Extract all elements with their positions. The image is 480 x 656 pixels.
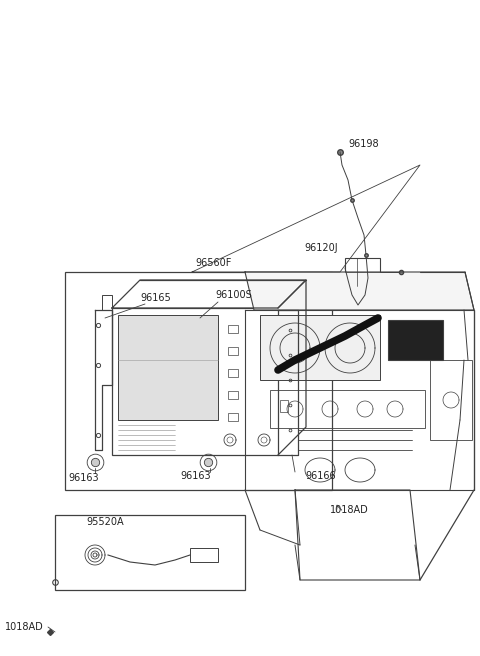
Text: 96163: 96163 <box>68 473 98 483</box>
Text: 96100S: 96100S <box>215 290 252 300</box>
Text: 95520A: 95520A <box>86 517 124 527</box>
Text: 96166: 96166 <box>305 471 336 481</box>
Bar <box>65 272 332 490</box>
Bar <box>102 295 112 310</box>
Bar <box>190 548 218 562</box>
Bar <box>228 413 238 421</box>
Bar <box>228 325 238 333</box>
Bar <box>228 391 238 399</box>
Bar <box>270 390 425 428</box>
Bar <box>228 347 238 355</box>
Bar <box>260 315 380 380</box>
Polygon shape <box>245 272 474 310</box>
Text: 1018AD: 1018AD <box>5 622 44 632</box>
Bar <box>430 360 472 440</box>
Text: 1018AD: 1018AD <box>330 505 369 515</box>
Text: 96163: 96163 <box>180 471 211 481</box>
Text: 96120J: 96120J <box>304 243 337 253</box>
Bar <box>345 258 380 286</box>
Bar <box>280 330 288 342</box>
Text: 96165: 96165 <box>140 293 171 303</box>
Bar <box>118 315 218 420</box>
Bar <box>55 515 245 590</box>
Text: 96560F: 96560F <box>195 258 231 268</box>
Bar <box>280 400 288 412</box>
Bar <box>228 369 238 377</box>
Bar <box>388 320 443 360</box>
Bar <box>112 308 278 455</box>
Text: 96198: 96198 <box>348 139 379 149</box>
